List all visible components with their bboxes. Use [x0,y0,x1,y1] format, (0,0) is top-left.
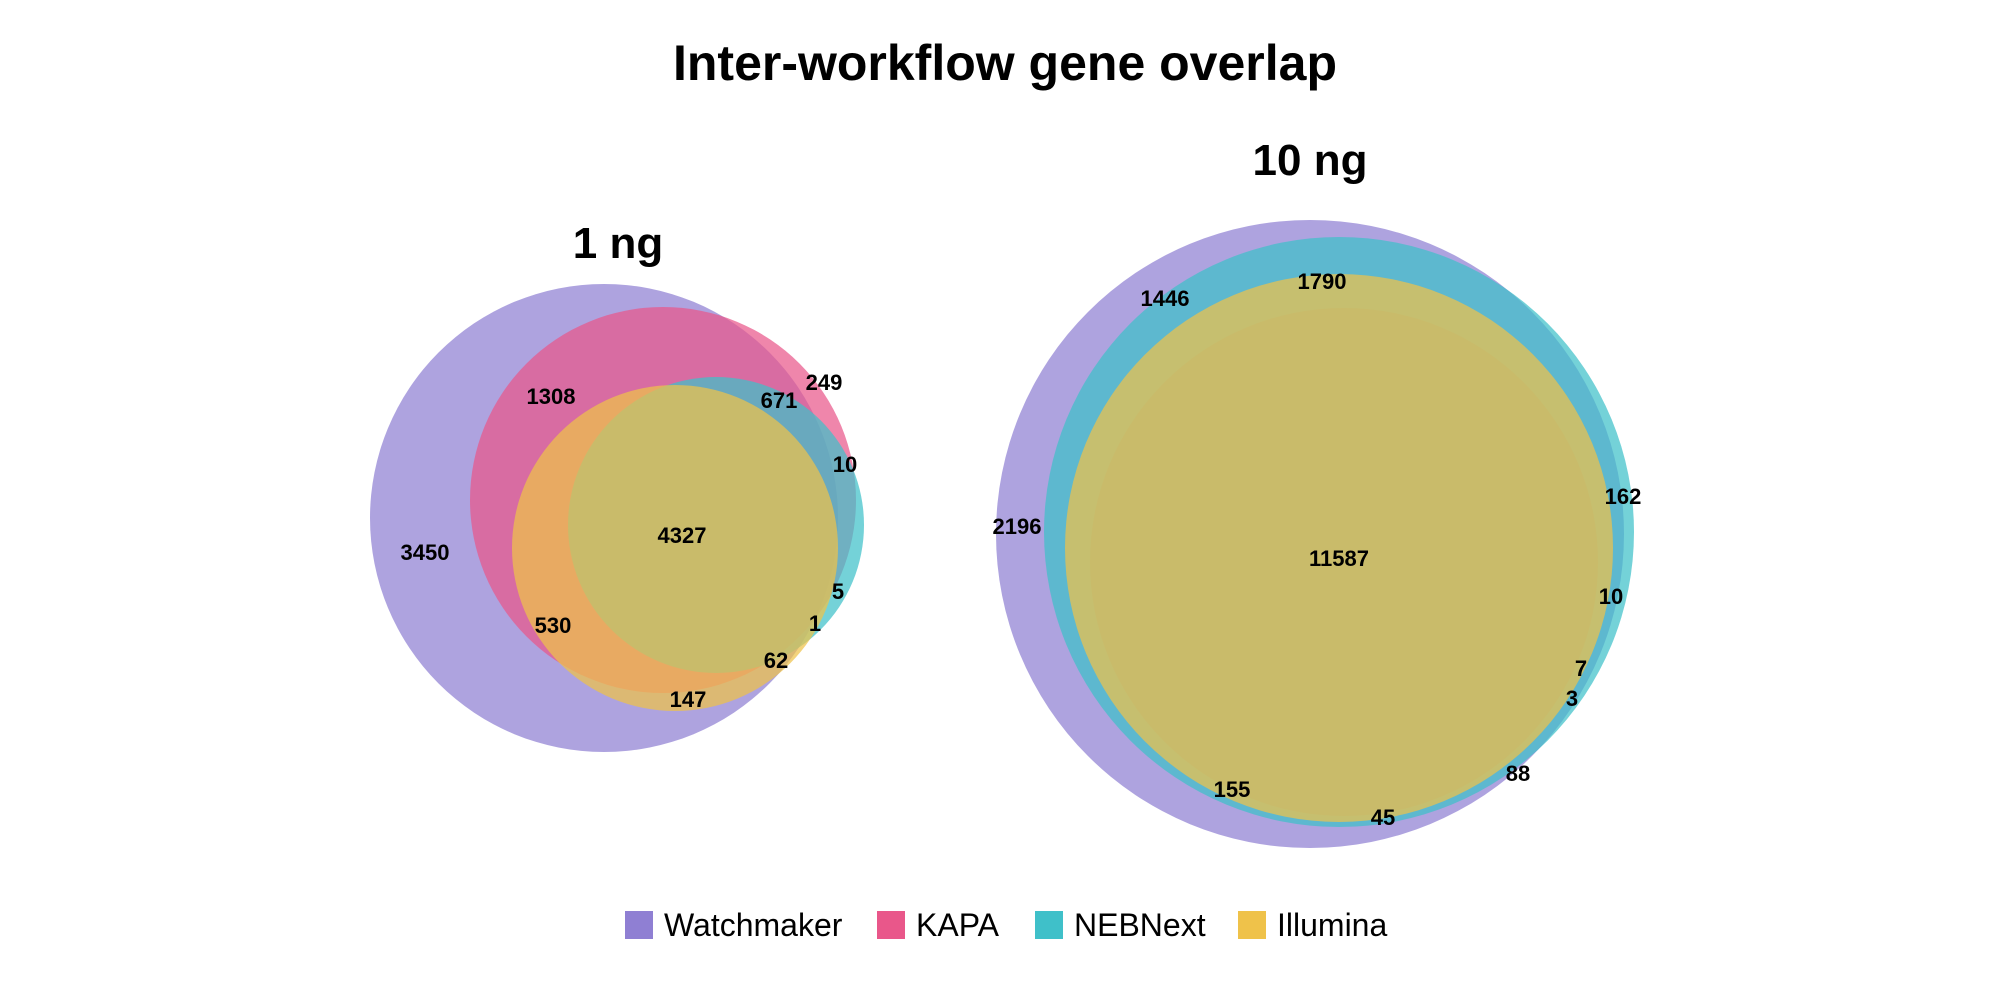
region-label: 45 [1371,805,1395,830]
panel-subtitle: 10 ng [1253,136,1368,185]
region-label: 2196 [993,514,1042,539]
panel-1ng: 1 ng 3450 1308 249 671 10 4327 530 5 1 6… [370,219,864,752]
region-label: 4327 [658,523,707,548]
region-label: 3 [1566,686,1578,711]
legend-label-nebnext: NEBNext [1074,907,1206,943]
panel-10ng: 10 ng 1446 1790 2196 162 11587 10 7 3 88… [993,136,1642,848]
region-label: 10 [1599,584,1623,609]
region-label: 88 [1506,761,1530,786]
illumina-set-circle [512,385,838,711]
legend-item-watchmaker: Watchmaker [625,907,843,943]
region-label: 10 [833,452,857,477]
illumina-set-circle [1065,274,1613,822]
region-label: 5 [832,579,844,604]
region-label: 530 [535,613,572,638]
region-label: 3450 [401,540,450,565]
legend-item-illumina: Illumina [1238,907,1387,943]
region-label: 1790 [1298,269,1347,294]
legend-swatch-nebnext [1035,911,1063,939]
legend-label-illumina: Illumina [1277,907,1387,943]
region-label: 1308 [527,384,576,409]
legend-swatch-illumina [1238,911,1266,939]
region-label: 147 [670,687,707,712]
region-label: 155 [1214,777,1251,802]
region-label: 162 [1605,484,1642,509]
region-label: 11587 [1309,546,1369,571]
legend-item-kapa: KAPA [877,907,1000,943]
region-label: 62 [764,648,788,673]
region-label: 7 [1575,656,1587,681]
legend-swatch-kapa [877,911,905,939]
panel-subtitle: 1 ng [573,219,663,268]
legend-label-kapa: KAPA [916,907,1000,943]
legend-swatch-watchmaker [625,911,653,939]
chart-legend: Watchmaker KAPA NEBNext Illumina [625,907,1387,943]
region-label: 1 [809,611,821,636]
region-label: 249 [806,370,843,395]
legend-item-nebnext: NEBNext [1035,907,1206,943]
chart-title: Inter-workflow gene overlap [673,35,1337,91]
legend-label-watchmaker: Watchmaker [664,907,843,943]
region-label: 1446 [1141,286,1190,311]
region-label: 671 [761,388,798,413]
